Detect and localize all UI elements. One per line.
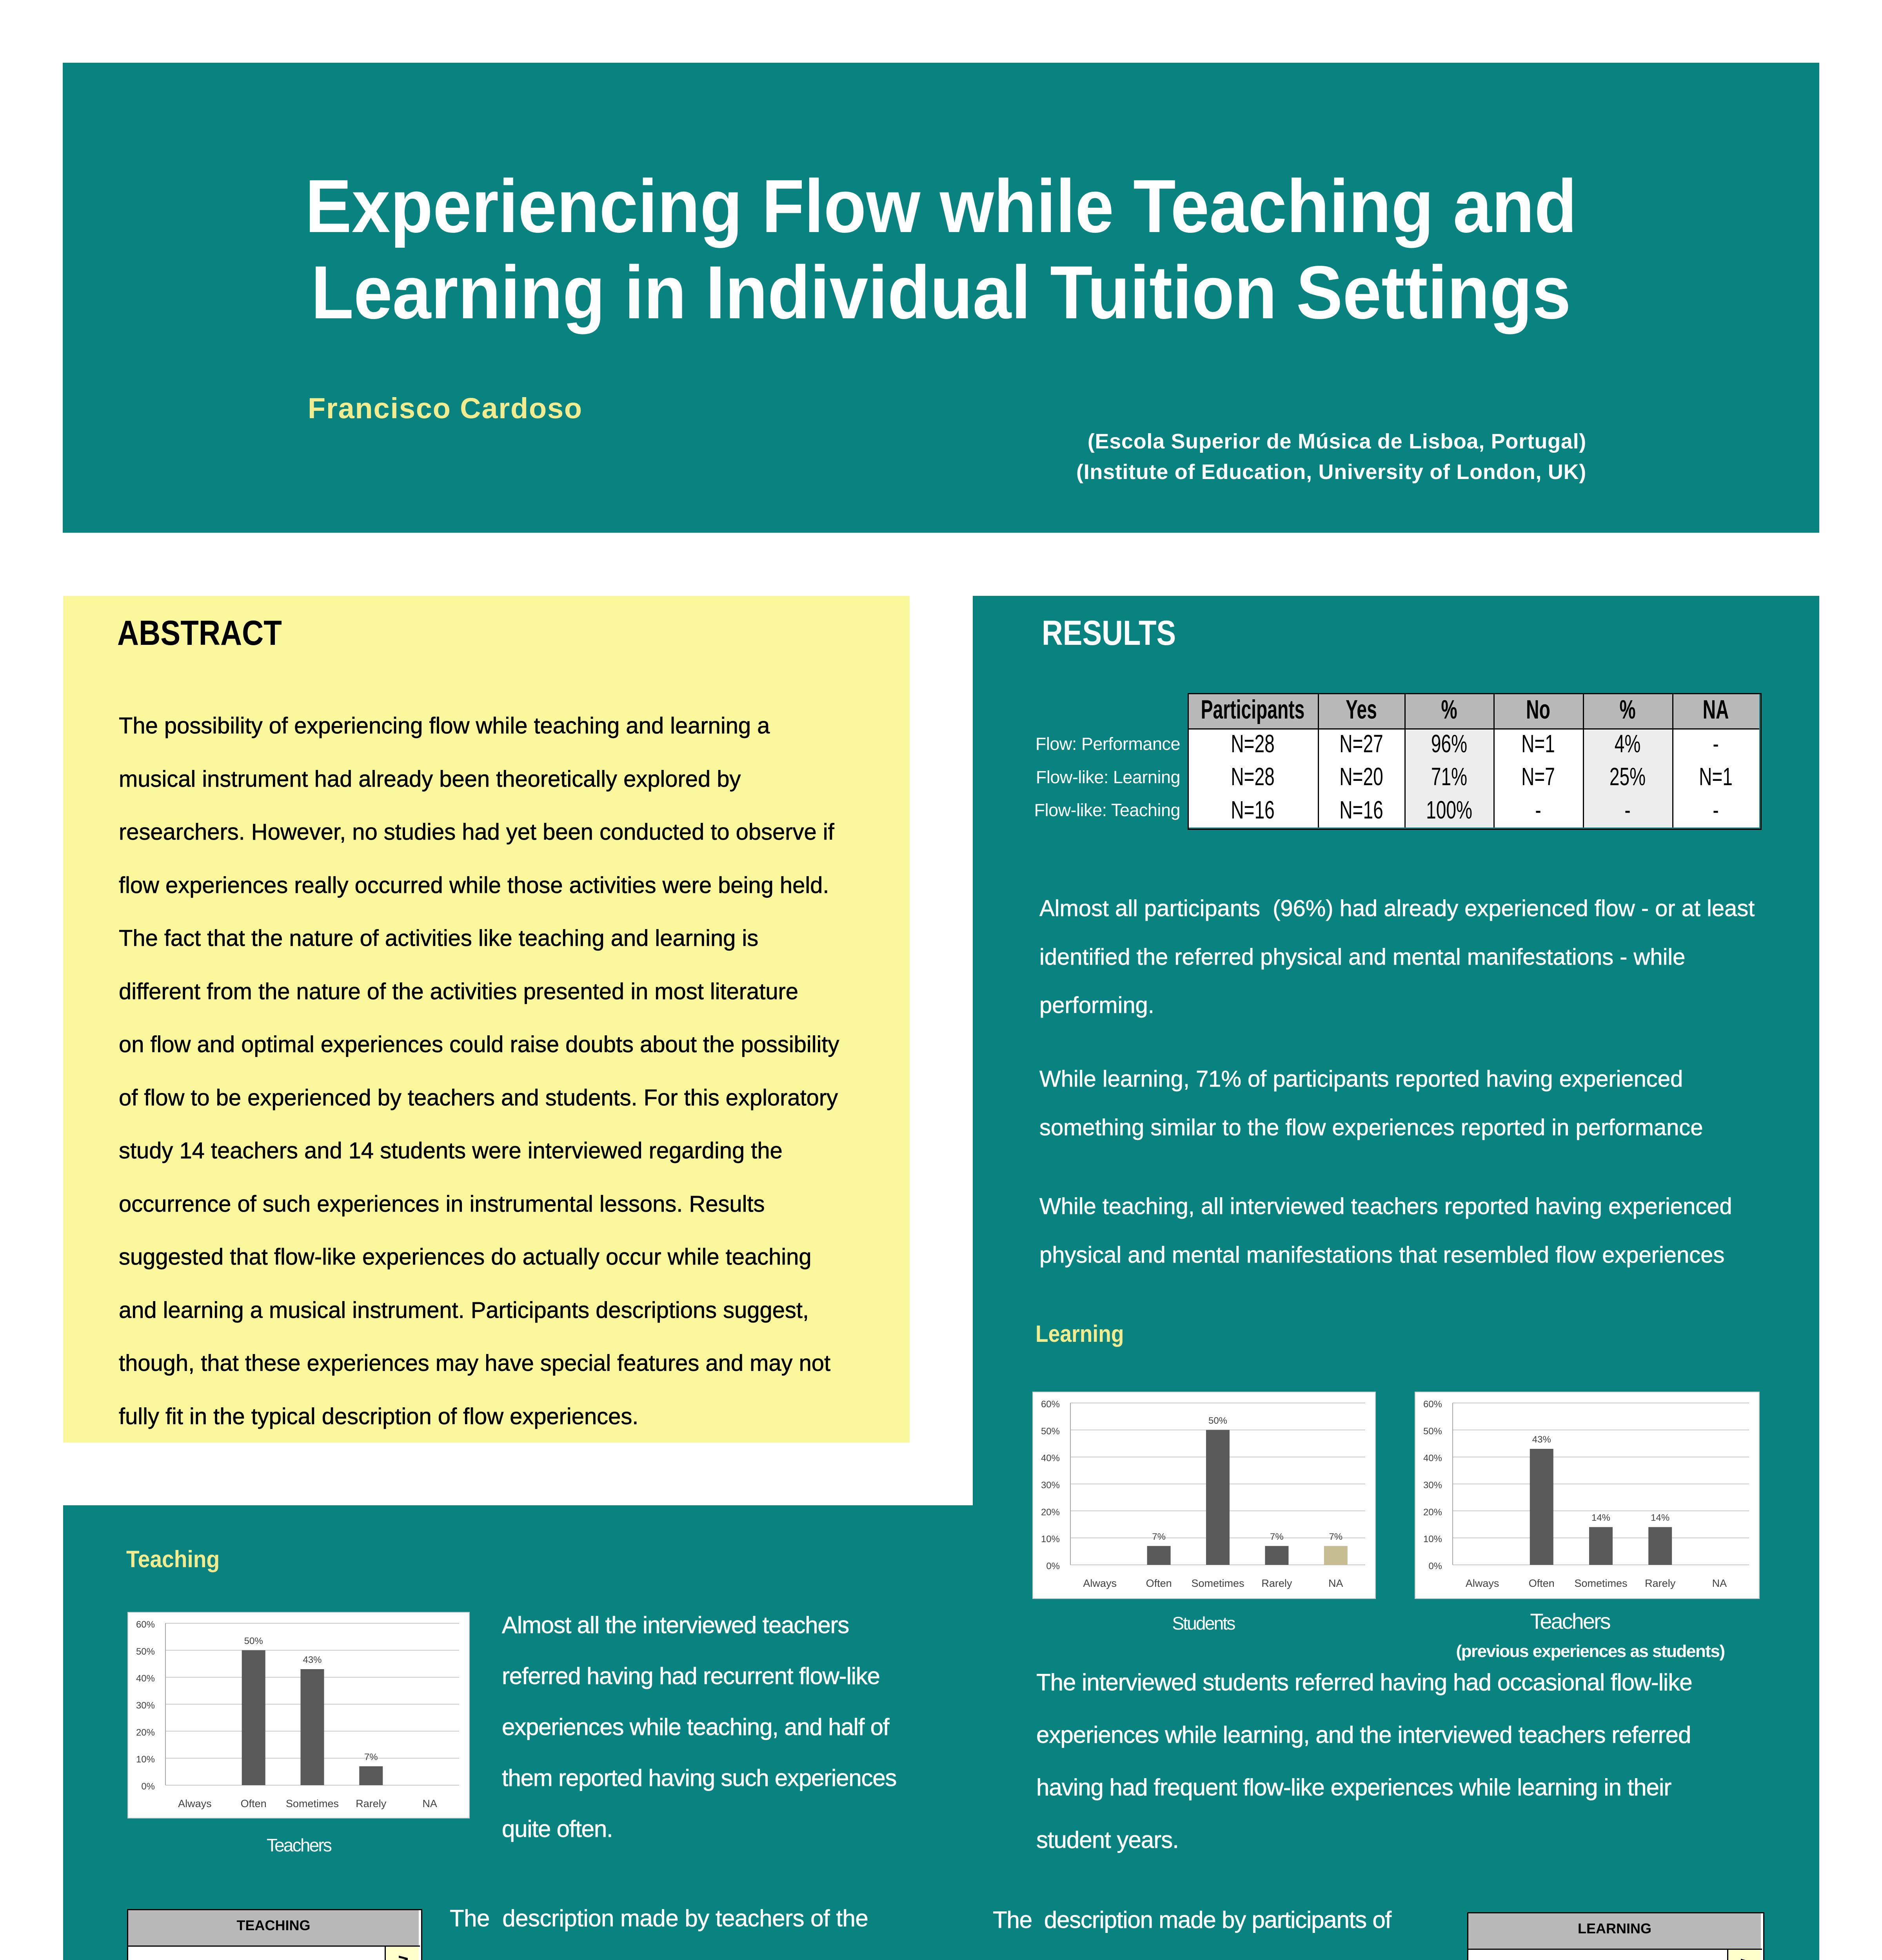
svg-text:Sometimes: Sometimes (1574, 1577, 1627, 1589)
svg-text:40%: 40% (1423, 1453, 1442, 1464)
svg-text:60%: 60% (136, 1619, 155, 1630)
svg-text:Rarely: Rarely (356, 1798, 387, 1809)
svg-text:50%: 50% (1041, 1426, 1060, 1437)
svg-text:30%: 30% (1423, 1480, 1442, 1491)
svg-text:7%: 7% (1152, 1532, 1166, 1542)
svg-text:7%: 7% (364, 1752, 378, 1762)
svg-text:Rarely: Rarely (1645, 1577, 1676, 1589)
svg-text:NA: NA (1712, 1577, 1727, 1589)
svg-text:Sometimes: Sometimes (286, 1798, 339, 1809)
svg-text:7%: 7% (1329, 1532, 1342, 1542)
svg-text:10%: 10% (1041, 1534, 1060, 1544)
svg-text:43%: 43% (1532, 1434, 1551, 1445)
svg-text:14%: 14% (1651, 1513, 1669, 1523)
svg-text:60%: 60% (1041, 1399, 1060, 1410)
svg-text:Often: Often (241, 1798, 267, 1809)
svg-text:20%: 20% (1423, 1507, 1442, 1517)
svg-text:60%: 60% (1423, 1399, 1442, 1410)
svg-text:Often: Often (1529, 1577, 1555, 1589)
svg-text:40%: 40% (1041, 1453, 1060, 1464)
svg-text:30%: 30% (136, 1700, 155, 1711)
svg-text:Always: Always (1083, 1577, 1117, 1589)
svg-text:40%: 40% (136, 1673, 155, 1684)
svg-text:10%: 10% (1423, 1534, 1442, 1544)
svg-text:10%: 10% (136, 1754, 155, 1765)
svg-text:0%: 0% (1046, 1561, 1060, 1572)
svg-text:20%: 20% (1041, 1507, 1060, 1517)
svg-text:14%: 14% (1591, 1513, 1610, 1523)
svg-text:30%: 30% (1041, 1480, 1060, 1491)
svg-text:20%: 20% (136, 1727, 155, 1738)
svg-text:Often: Often (1146, 1577, 1172, 1589)
svg-text:50%: 50% (1423, 1426, 1442, 1437)
svg-text:NA: NA (1328, 1577, 1343, 1589)
svg-text:50%: 50% (244, 1636, 263, 1646)
svg-text:Sometimes: Sometimes (1191, 1577, 1244, 1589)
svg-text:Rarely: Rarely (1261, 1577, 1292, 1589)
svg-text:Always: Always (1466, 1577, 1499, 1589)
svg-text:50%: 50% (1208, 1416, 1227, 1426)
svg-text:NA: NA (422, 1798, 437, 1809)
svg-text:7%: 7% (1270, 1532, 1284, 1542)
svg-text:0%: 0% (141, 1781, 155, 1792)
svg-text:0%: 0% (1428, 1561, 1442, 1572)
svg-text:Always: Always (178, 1798, 212, 1809)
svg-text:50%: 50% (136, 1646, 155, 1657)
svg-text:43%: 43% (303, 1655, 322, 1665)
